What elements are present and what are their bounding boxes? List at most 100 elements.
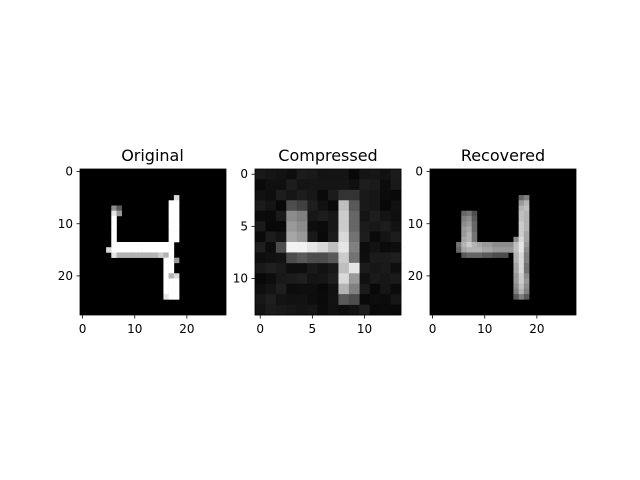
- heatmap-cell: [255, 273, 266, 285]
- heatmap-cell: [513, 294, 519, 300]
- heatmap-cell: [359, 189, 371, 201]
- heatmap-cell: [513, 242, 519, 248]
- heatmap-cell: [476, 252, 483, 258]
- heatmap-cell: [523, 294, 530, 300]
- heatmap-cell: [317, 210, 329, 222]
- heatmap-cell: [173, 283, 180, 290]
- heatmap-cell: [275, 210, 287, 222]
- heatmap-cell: [471, 215, 478, 222]
- heatmap-cell: [265, 283, 277, 295]
- panel-title-recovered: Recovered: [461, 146, 545, 165]
- heatmap-cell: [265, 189, 277, 201]
- heatmap-cell: [307, 221, 318, 232]
- heatmap-cell: [380, 231, 391, 243]
- heatmap-cell: [513, 257, 519, 264]
- heatmap-cell: [111, 210, 117, 217]
- heatmap-cell: [328, 273, 339, 285]
- heatmap-cell: [137, 242, 143, 248]
- heatmap-cell: [126, 247, 133, 253]
- heatmap-cell: [307, 200, 318, 212]
- heatmap-cell: [523, 242, 530, 248]
- heatmap-cell: [286, 262, 298, 274]
- heatmap-cell: [168, 268, 175, 274]
- heatmap-cell: [359, 283, 371, 295]
- heatmap-cell: [518, 226, 525, 232]
- heatmap-cell: [111, 226, 117, 232]
- heatmap-cell: [513, 288, 519, 295]
- heatmap-cell: [338, 242, 350, 253]
- heatmap-cell: [153, 247, 159, 253]
- heatmap-cell: [153, 242, 159, 248]
- y-tick-label: 20: [58, 269, 73, 283]
- heatmap-cell: [168, 200, 175, 206]
- heatmap-cell: [296, 242, 308, 253]
- heatmap-cell: [168, 226, 175, 232]
- heatmap-cell: [307, 262, 318, 274]
- heatmap-cell: [328, 169, 339, 180]
- heatmap-cell: [163, 294, 169, 300]
- x-tick-label: 20: [529, 322, 544, 336]
- heatmap-cell: [456, 242, 462, 248]
- heatmap-cell: [173, 236, 180, 243]
- heatmap-cell: [461, 247, 467, 253]
- heatmap-cell: [116, 205, 123, 212]
- heatmap-cell: [255, 221, 266, 232]
- heatmap-cell: [173, 195, 180, 201]
- heatmap-cell: [255, 231, 266, 243]
- heatmap-cell: [471, 210, 478, 217]
- heatmap-cell: [286, 304, 298, 316]
- heatmap-cell: [286, 231, 298, 243]
- heatmap-cell: [492, 247, 499, 253]
- heatmap-cell: [317, 304, 329, 316]
- heatmap-cell: [338, 169, 350, 180]
- heatmap-cell: [296, 231, 308, 243]
- heatmap-cell: [338, 273, 350, 285]
- heatmap-cell: [461, 226, 467, 232]
- heatmap-cell: [348, 252, 360, 264]
- heatmap-cell: [168, 247, 175, 253]
- x-tick-label: 0: [79, 322, 87, 336]
- heatmap-cell: [359, 294, 371, 305]
- heatmap-cell: [317, 189, 329, 201]
- heatmap-cell: [168, 262, 175, 269]
- heatmap-cell: [518, 242, 525, 248]
- heatmap-cell: [497, 242, 504, 248]
- heatmap-cell: [111, 215, 117, 222]
- heatmap-cell: [168, 294, 175, 300]
- heatmap-cell: [466, 215, 473, 222]
- heatmap-cell: [173, 257, 180, 264]
- heatmap-cell: [513, 283, 519, 290]
- x-tick-label: 5: [309, 322, 317, 336]
- heatmap-cell: [487, 252, 493, 258]
- heatmap-cell: [369, 262, 381, 274]
- heatmap-cell: [359, 252, 371, 264]
- y-tick-label: 10: [58, 217, 73, 231]
- heatmap-cell: [111, 205, 117, 212]
- heatmap-cell: [275, 231, 287, 243]
- heatmap-cell: [173, 205, 180, 212]
- heatmap-cell: [380, 242, 391, 253]
- heatmap-cell: [317, 179, 329, 191]
- heatmap-cell: [168, 215, 175, 222]
- heatmap-cell: [116, 242, 123, 248]
- heatmap-cell: [390, 262, 402, 274]
- heatmap-cell: [461, 252, 467, 258]
- heatmap-cell: [111, 242, 117, 248]
- heatmap-cell: [111, 236, 117, 243]
- heatmap-cell: [513, 278, 519, 285]
- heatmap-cell: [338, 189, 350, 201]
- heatmap-cell: [348, 179, 360, 191]
- heatmap-cell: [471, 221, 478, 227]
- panel-compressed: Compressed 0 5 10 0 5 10: [233, 146, 402, 336]
- heatmap-cell: [338, 210, 350, 222]
- heatmap-cell: [369, 200, 381, 212]
- heatmap-cell: [518, 278, 525, 285]
- heatmap-cell: [338, 200, 350, 212]
- heatmap-cell: [153, 252, 159, 258]
- heatmap-cell: [275, 262, 287, 274]
- heatmap-cell: [523, 236, 530, 243]
- heatmap-cell: [147, 252, 154, 258]
- heatmap-cell: [523, 205, 530, 212]
- heatmap-cell: [307, 169, 318, 180]
- axes-frame: [254, 168, 402, 316]
